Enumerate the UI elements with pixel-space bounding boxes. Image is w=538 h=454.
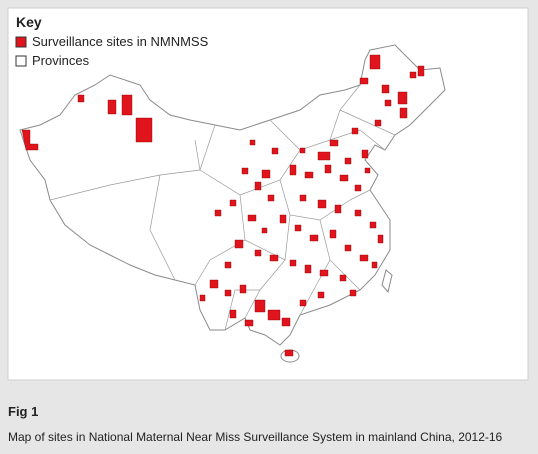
- map-panel: Key Surveillance sites in NMNMSS Provinc…: [7, 7, 529, 381]
- figure-caption: Map of sites in National Maternal Near M…: [8, 430, 503, 444]
- legend-label: Provinces: [32, 53, 90, 68]
- legend-label: Surveillance sites in NMNMSS: [32, 34, 209, 49]
- surveillance-sites: [21, 54, 425, 357]
- key-title: Key: [16, 14, 42, 30]
- province-borders: [49, 84, 396, 331]
- legend-swatch-provinces: [15, 55, 27, 67]
- legend-swatch-sites: [15, 36, 27, 48]
- figure-label: Fig 1: [8, 404, 39, 419]
- taiwan-outline: [381, 269, 393, 294]
- country-outline: [19, 44, 446, 346]
